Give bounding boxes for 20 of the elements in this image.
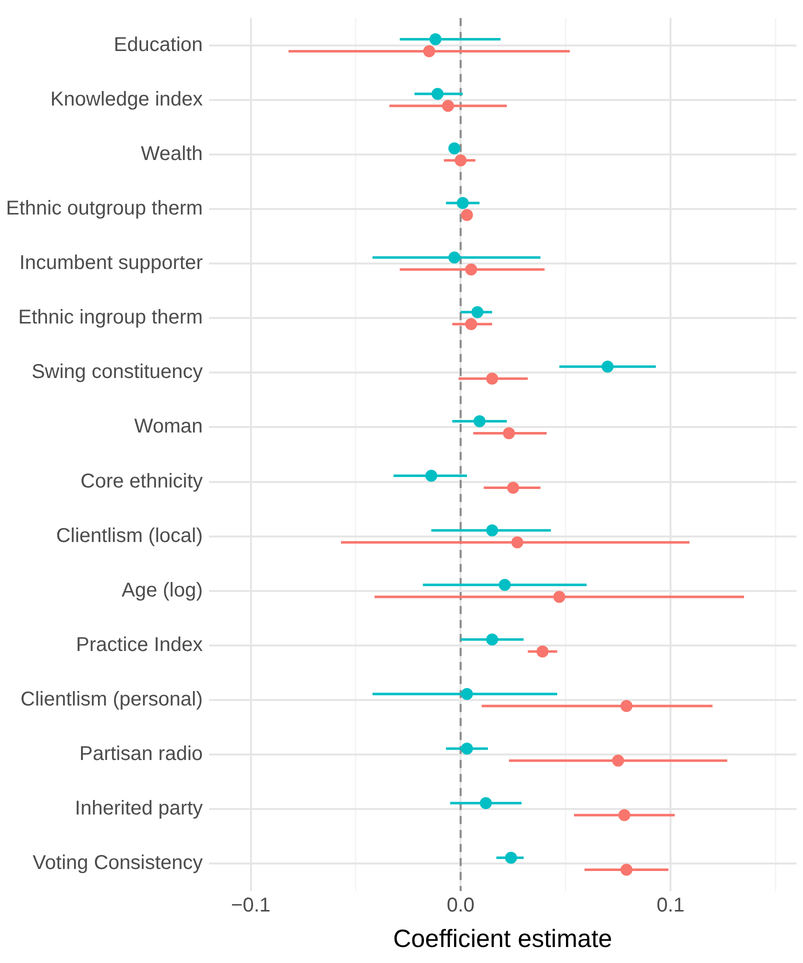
y-tick-label: Core ethnicity [80,470,203,492]
y-tick-label: Inherited party [74,798,203,820]
x-tick-label: 0.0 [446,894,475,917]
y-tick-label: Ethnic ingroup therm [18,306,203,329]
y-tick-label: Knowledge index [50,88,203,110]
y-tick-label: Practice Index [76,634,203,656]
y-tick-label: Wealth [140,142,203,165]
x-axis-title: Coefficient estimate [393,924,612,953]
y-tick-label: Woman [134,416,203,438]
y-tick-label: Incumbent supporter [19,252,204,274]
y-tick-label: Swing constituency [32,361,203,384]
y-tick-label: Education [114,34,203,56]
y-tick-label: Clientlism (personal) [20,688,203,711]
y-tick-label: Age (log) [122,579,203,602]
y-tick-label: Partisan radio [79,743,203,766]
x-tick-label: 0.1 [656,894,684,917]
y-tick-label: Ethnic outgroup therm [6,197,203,220]
x-tick-label: −0.1 [231,894,270,917]
y-tick-label: Voting Consistency [32,852,203,874]
y-tick-label: Clientlism (local) [56,524,203,547]
